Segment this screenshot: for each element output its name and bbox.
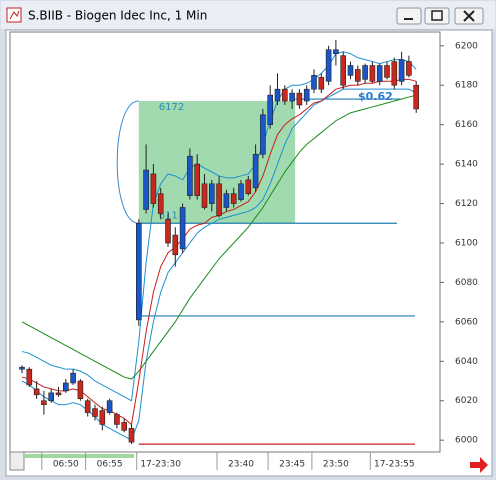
candle-body (41, 400, 47, 405)
scroll-right-arrow[interactable] (470, 457, 488, 473)
candle-body (238, 183, 244, 200)
candle-body (260, 114, 266, 155)
candle-body (347, 65, 354, 76)
window-title: S.BIIB - Biogen Idec Inc, 1 Min (28, 9, 207, 23)
x-tick-label: 17-23:30 (140, 460, 181, 470)
candle-body (296, 92, 303, 106)
close-glyph (463, 10, 475, 22)
box-outline (116, 100, 139, 224)
candle-body (26, 368, 33, 386)
candle-body (362, 65, 368, 80)
y-tick-label: 6080 (455, 278, 478, 288)
scroll-button[interactable] (9, 451, 25, 471)
candle-body (194, 163, 200, 196)
candle-body (318, 77, 325, 90)
x-tick-label: 23:45 (279, 460, 305, 470)
candle-body (165, 219, 171, 244)
candle-body (245, 179, 252, 194)
candle-body (216, 183, 222, 216)
candle-body (413, 84, 420, 110)
candle-body (376, 65, 383, 82)
maximize-button[interactable] (424, 7, 450, 25)
x-tick-label: 17-23:55 (374, 460, 415, 470)
candle-body (99, 410, 106, 425)
candle-body (84, 400, 91, 413)
x-tick-label: 23:40 (228, 460, 254, 470)
candle-body (281, 88, 288, 102)
minimize-button[interactable] (396, 7, 422, 25)
y-tick-label: 6060 (455, 317, 478, 327)
candle-body (48, 392, 55, 402)
plot-layer: 6172611600060206040606060806100612061406… (19, 39, 478, 470)
candle-body (252, 153, 259, 189)
y-tick-label: 6020 (455, 396, 478, 406)
candle-body (70, 372, 76, 384)
candle-body (92, 408, 98, 417)
candle-body (340, 55, 347, 86)
candle-body (289, 92, 295, 102)
candle-body (114, 414, 120, 425)
candle-body (311, 75, 317, 90)
candle-body (77, 380, 84, 400)
box-top-label: 6172 (159, 102, 184, 113)
candle-body (172, 234, 179, 256)
y-tick-label: 6100 (455, 238, 478, 248)
y-tick-label: 6120 (455, 199, 478, 209)
scroll-bar[interactable] (24, 454, 134, 458)
candle-body (157, 193, 164, 214)
candle-body (201, 183, 208, 208)
y-tick-label: 6160 (455, 120, 478, 130)
candle-body (106, 400, 113, 413)
candle-body (33, 388, 40, 396)
indicator-line (21, 94, 417, 380)
candle-body (325, 49, 332, 82)
candle-body (398, 59, 405, 82)
candle-body (136, 222, 142, 321)
candle-body (150, 173, 157, 204)
candle-body (121, 422, 127, 431)
change-label: $0.62 (358, 90, 393, 103)
candle-body (333, 49, 339, 54)
y-tick-label: 6040 (455, 357, 478, 367)
candle-body (384, 65, 390, 78)
y-tick-label: 6000 (455, 436, 478, 446)
y-tick-label: 6180 (455, 81, 478, 91)
y-tick-label: 6200 (455, 41, 478, 51)
candle-body (128, 428, 135, 443)
candle-body (209, 183, 215, 204)
candle-body (391, 61, 398, 86)
candle-body (354, 69, 361, 82)
candle-body (230, 193, 237, 204)
candle-body (143, 169, 149, 210)
candle-body (62, 382, 69, 392)
x-tick-label: 06:55 (97, 460, 123, 470)
candle-body (223, 193, 230, 208)
app-icon (6, 7, 22, 23)
x-tick-label: 06:50 (53, 460, 79, 470)
candle-body (19, 366, 25, 370)
candle-body (406, 61, 412, 76)
candle-body (55, 392, 62, 396)
y-tick-label: 6140 (455, 160, 478, 170)
x-tick-label: 23:50 (323, 460, 349, 470)
candle-body (303, 88, 310, 102)
candle-body (187, 155, 193, 196)
candle-body (369, 65, 376, 82)
candle-body (179, 207, 186, 250)
app-icon-glyph (9, 10, 20, 20)
candle-body (274, 88, 281, 102)
maximize-glyph (431, 10, 443, 21)
candle-body (267, 94, 274, 125)
